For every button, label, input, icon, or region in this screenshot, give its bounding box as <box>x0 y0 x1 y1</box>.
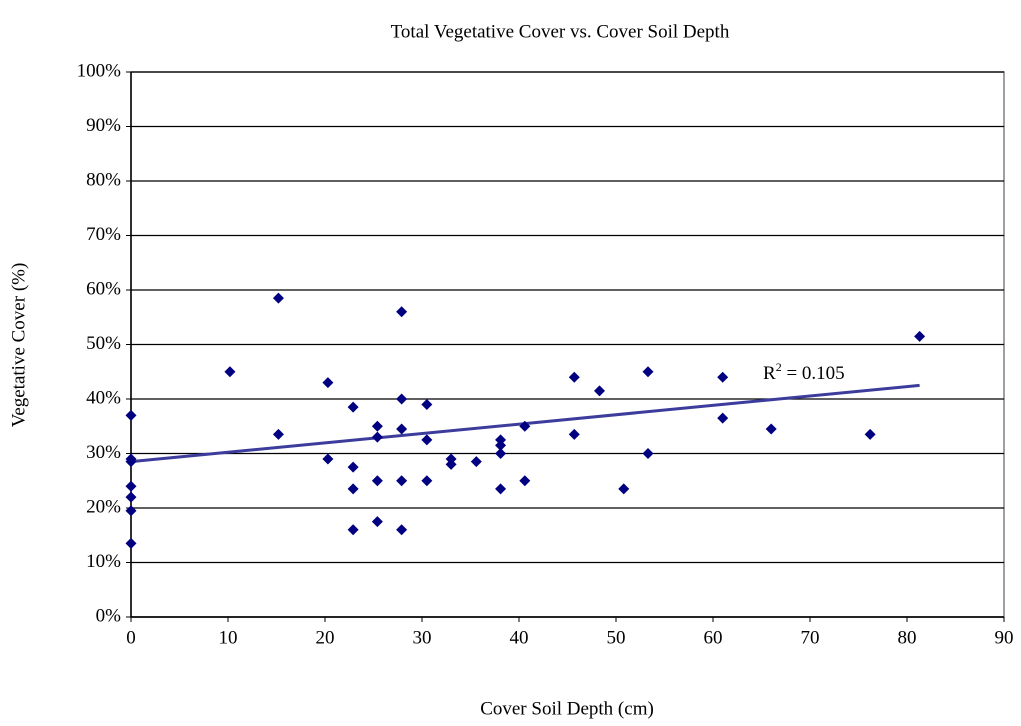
data-point <box>914 330 926 342</box>
x-tick-label: 30 <box>413 627 432 648</box>
data-point <box>347 483 359 495</box>
chart-title: Total Vegetative Cover vs. Cover Soil De… <box>391 21 730 42</box>
data-point <box>717 371 729 383</box>
data-point <box>347 524 359 536</box>
y-tick-label: 60% <box>86 278 121 299</box>
annotation-text: = 0.105 <box>782 363 845 384</box>
y-tick-label: 100% <box>77 60 122 81</box>
data-point <box>519 475 531 487</box>
annotation-base: R <box>763 363 776 384</box>
data-point <box>347 401 359 413</box>
x-tick-label: 80 <box>898 627 917 648</box>
data-point <box>765 423 777 435</box>
x-tick-label: 0 <box>126 627 136 648</box>
data-point <box>125 456 137 468</box>
data-point <box>371 420 383 432</box>
data-point <box>322 453 334 465</box>
x-tick-label: 10 <box>219 627 238 648</box>
y-axis-label: Vegetative Cover (%) <box>8 263 29 428</box>
data-point <box>125 480 137 492</box>
data-point <box>495 448 507 459</box>
annotation: R2 = 0.105 <box>763 360 845 385</box>
data-point <box>495 483 507 495</box>
data-point <box>396 475 408 487</box>
y-tick-label: 40% <box>86 387 121 408</box>
x-tick-label: 70 <box>801 627 820 648</box>
annotation-sup: 2 <box>776 360 782 374</box>
y-tick-label: 90% <box>86 115 121 136</box>
data-point <box>642 448 654 459</box>
data-point <box>642 366 654 378</box>
y-tick-label: 80% <box>86 169 121 190</box>
data-point <box>568 371 580 383</box>
data-point <box>322 377 334 389</box>
data-point <box>224 366 236 378</box>
x-tick-label: 90 <box>995 627 1014 648</box>
x-tick-label: 40 <box>510 627 529 648</box>
x-tick-label: 20 <box>316 627 335 648</box>
data-point <box>396 524 408 536</box>
data-point <box>272 292 284 304</box>
data-point <box>421 475 433 487</box>
x-tick-label: 50 <box>607 627 626 648</box>
data-point <box>396 306 408 318</box>
y-tick-label: 30% <box>86 442 121 463</box>
y-tick-label: 70% <box>86 224 121 245</box>
data-point <box>421 434 433 446</box>
y-tick-label: 20% <box>86 496 121 517</box>
data-point <box>470 456 482 468</box>
x-tick-label: 60 <box>704 627 723 648</box>
data-point <box>445 458 457 470</box>
data-point <box>568 428 580 440</box>
data-point <box>594 385 606 397</box>
data-point <box>421 398 433 410</box>
data-point <box>272 428 284 440</box>
data-point <box>371 516 383 528</box>
data-point <box>371 431 383 443</box>
data-point <box>371 475 383 487</box>
data-point <box>125 491 137 503</box>
data-point <box>864 428 876 440</box>
x-axis-label: Cover Soil Depth (cm) <box>480 698 654 719</box>
data-point <box>396 423 408 435</box>
data-point <box>125 409 137 421</box>
y-tick-label: 10% <box>86 551 121 572</box>
y-tick-label: 50% <box>86 333 121 354</box>
data-point <box>717 412 729 424</box>
data-point <box>396 393 408 405</box>
data-point <box>347 461 359 473</box>
data-point <box>495 439 507 451</box>
data-point <box>125 505 137 517</box>
data-point <box>519 420 531 432</box>
data-point <box>125 537 137 549</box>
data-point <box>618 483 630 495</box>
y-tick-label: 0% <box>96 605 122 626</box>
